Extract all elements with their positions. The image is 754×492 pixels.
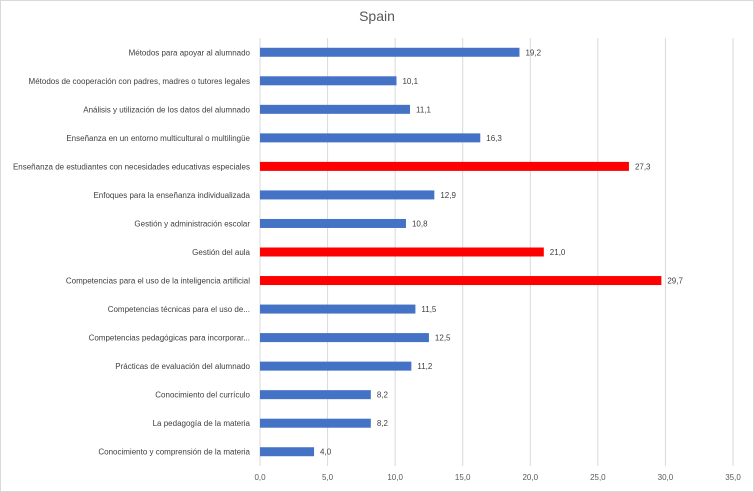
category-label: Conocimiento y comprensión de la materia [98,448,250,457]
bar [260,304,416,314]
bar [260,104,411,114]
bar [260,447,315,457]
category-label: Enfoques para la enseñanza individualiza… [93,191,250,200]
category-label: La pedagogía de la materia [153,419,251,428]
value-label: 29,7 [667,277,683,286]
bar [260,276,662,286]
value-label: 16,3 [486,134,502,143]
category-label: Análisis y utilización de los datos del … [83,105,250,114]
bar [260,361,412,371]
x-tick-label: 0,0 [254,473,266,482]
x-tick-label: 30,0 [658,473,674,482]
x-tick-label: 15,0 [455,473,471,482]
category-label: Competencias técnicas para el uso de... [108,305,250,314]
bar [260,418,371,428]
value-label: 4,0 [320,448,332,457]
category-label: Competencias pedagógicas para incorporar… [89,334,250,343]
value-label: 8,2 [377,391,389,400]
category-label: Prácticas de evaluación del alumnado [115,362,250,371]
bar [260,218,406,228]
category-label: Gestión y administración escolar [134,219,250,228]
bar [260,161,629,171]
value-label: 19,2 [525,48,541,57]
value-label: 12,9 [440,191,456,200]
value-label: 11,2 [417,362,433,371]
value-label: 8,2 [377,419,389,428]
bar [260,390,371,400]
bar [260,76,397,86]
bar [260,190,435,200]
value-label: 11,5 [421,305,437,314]
bar [260,47,520,57]
x-tick-label: 35,0 [725,473,741,482]
category-label: Competencias para el uso de la inteligen… [66,277,250,286]
x-tick-label: 25,0 [590,473,606,482]
category-label: Métodos de cooperación con padres, madre… [29,77,250,86]
value-label: 12,5 [435,334,451,343]
x-tick-label: 5,0 [322,473,334,482]
bar [260,247,544,257]
value-label: 10,1 [402,77,418,86]
x-tick-label: 20,0 [522,473,538,482]
value-label: 11,1 [416,105,432,114]
category-label: Enseñanza en un entorno multicultural o … [66,134,250,143]
value-label: 21,0 [550,248,566,257]
value-label: 10,8 [412,219,428,228]
category-label: Métodos para apoyar al alumnado [129,48,251,57]
category-label: Enseñanza de estudiantes con necesidades… [13,162,250,171]
bar [260,133,481,143]
value-label: 27,3 [635,162,651,171]
x-tick-label: 10,0 [387,473,403,482]
bar [260,333,429,343]
category-label: Gestión del aula [192,248,250,257]
category-label: Conocimiento del currículo [155,391,250,400]
chart-title: Spain [359,8,395,24]
